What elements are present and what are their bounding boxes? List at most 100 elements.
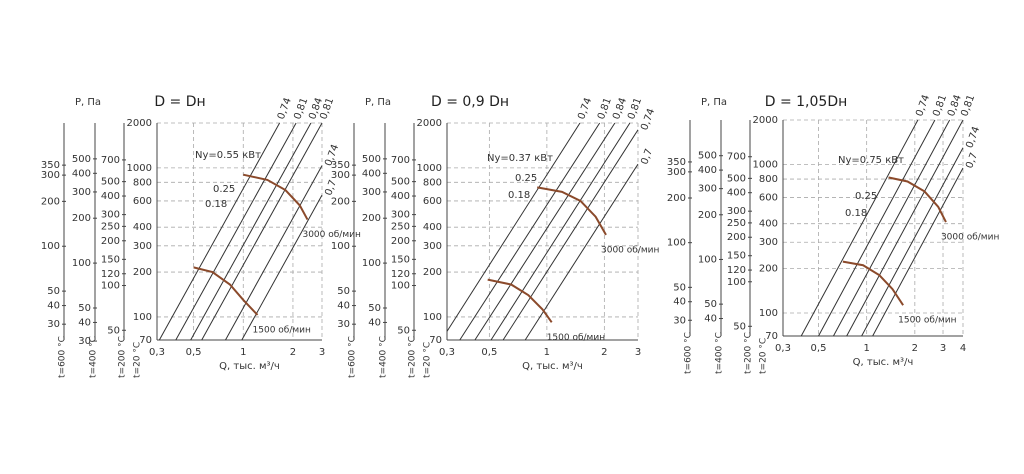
extra-tick-label: 300 <box>667 167 686 178</box>
extra-tick-label: 40 <box>368 317 381 328</box>
speed-label: 3000 об/мин <box>302 230 360 240</box>
efficiency-line <box>800 119 919 337</box>
y-tick-label: 800 <box>759 174 778 185</box>
extra-tick-label: 400 <box>362 168 381 179</box>
extra-tick-label: 150 <box>101 254 120 265</box>
y-tick-label: 1000 <box>417 163 442 174</box>
y-tick-label: 2000 <box>417 118 442 129</box>
extra-tick-label: 500 <box>727 173 746 184</box>
annotation: Ny=0.55 кВт <box>195 150 261 161</box>
speed-curve <box>842 260 904 306</box>
extra-tick-label: 40 <box>704 314 717 325</box>
y-axis-temperature: t=20 °C <box>423 342 433 378</box>
extra-tick-label: 200 <box>391 236 410 247</box>
extra-tick-label: 500 <box>72 154 91 165</box>
efficiency-line <box>833 119 951 337</box>
y-axis-temperature: t=20 °C <box>759 338 769 374</box>
annotation: 0.25 <box>213 184 235 195</box>
extra-tick-label: 50 <box>337 286 350 297</box>
extra-tick-label: 300 <box>727 206 746 217</box>
speed-curve <box>193 266 259 316</box>
y-tick-label: 400 <box>133 222 152 233</box>
extra-tick-label: 200 <box>362 213 381 224</box>
efficiency-line <box>241 194 323 341</box>
efficiency-line <box>175 122 297 341</box>
x-tick-label: 0,3 <box>775 343 791 354</box>
extra-tick-label: 100 <box>391 281 410 292</box>
x-tick-label: 0,3 <box>439 347 455 358</box>
annotation: 0.18 <box>508 190 530 201</box>
annotation: Ny=0.37 кВт <box>487 153 553 164</box>
efficiency-line <box>201 122 323 341</box>
extra-tick-label: 250 <box>727 218 746 229</box>
extra-tick-label: 30 <box>47 319 60 330</box>
y-tick-label: 70 <box>765 331 778 342</box>
extra-axis-label: t=600 °C <box>58 336 68 378</box>
extra-tick-label: 120 <box>727 265 746 276</box>
y-tick-label: 600 <box>423 196 442 207</box>
annotation: Ny=0.75 кВт <box>838 155 904 166</box>
extra-tick-label: 40 <box>47 301 60 312</box>
extra-tick-label: 100 <box>362 258 381 269</box>
extra-tick-label: 120 <box>101 269 120 280</box>
y-tick-label: 200 <box>423 267 442 278</box>
extra-tick-label: 100 <box>41 241 60 252</box>
extra-tick-label: 100 <box>698 254 717 265</box>
y-tick-label: 1000 <box>753 160 778 171</box>
speed-curve <box>537 186 607 236</box>
y-tick-label: 1000 <box>127 163 152 174</box>
efficiency-line <box>818 119 936 337</box>
extra-tick-label: 500 <box>101 177 120 188</box>
efficiency-line <box>158 122 281 341</box>
extra-tick-label: 300 <box>391 210 410 221</box>
y-tick-label: 200 <box>759 263 778 274</box>
extra-tick-label: 400 <box>101 191 120 202</box>
efficiency-line <box>861 147 964 337</box>
x-tick-label: 3 <box>940 343 946 354</box>
extra-tick-label: 50 <box>733 321 746 332</box>
extra-axis-label: t=200 °C <box>118 336 128 378</box>
extra-tick-label: 200 <box>101 236 120 247</box>
extra-tick-label: 500 <box>698 151 717 162</box>
extra-tick-label: 40 <box>673 297 686 308</box>
extra-axis-label: t=200 °C <box>408 336 418 378</box>
extra-tick-label: 400 <box>391 191 410 202</box>
extra-tick-label: 700 <box>101 155 120 166</box>
extra-tick-label: 300 <box>72 187 91 198</box>
extra-tick-label: 250 <box>391 221 410 232</box>
y-tick-label: 70 <box>139 335 152 346</box>
extra-axis-label: t=200 °C <box>744 332 754 374</box>
extra-tick-label: 100 <box>667 238 686 249</box>
extra-tick-label: 350 <box>331 160 350 171</box>
extra-tick-label: 30 <box>78 336 91 347</box>
extra-tick-label: 200 <box>331 196 350 207</box>
extra-tick-label: 120 <box>391 269 410 280</box>
y-tick-label: 400 <box>423 222 442 233</box>
y-tick-label: 100 <box>423 312 442 323</box>
extra-tick-label: 300 <box>362 187 381 198</box>
x-tick-label: 0,5 <box>481 347 497 358</box>
x-tick-label: 4 <box>960 343 966 354</box>
x-tick-label: 0,3 <box>149 347 165 358</box>
extra-tick-label: 400 <box>698 165 717 176</box>
x-tick-label: 1 <box>863 343 869 354</box>
extra-tick-label: 50 <box>397 325 410 336</box>
efficiency-line <box>446 122 581 332</box>
speed-curve <box>243 173 309 221</box>
extra-axis-label: t=600 °C <box>348 336 358 378</box>
speed-label: 1500 об/мин <box>253 325 311 335</box>
extra-tick-label: 30 <box>337 319 350 330</box>
annotation: 0.25 <box>855 191 877 202</box>
y-tick-label: 800 <box>423 177 442 188</box>
y-tick-label: 2000 <box>753 115 778 126</box>
x-tick-label: 0,5 <box>811 343 827 354</box>
efficiency-line <box>474 122 616 341</box>
efficiency-line <box>846 119 964 337</box>
y-axis-label: P, Па <box>365 97 391 108</box>
extra-tick-label: 200 <box>667 193 686 204</box>
speed-curve <box>888 176 947 223</box>
x-axis-label: Q, тыс. м³/ч <box>219 361 280 372</box>
